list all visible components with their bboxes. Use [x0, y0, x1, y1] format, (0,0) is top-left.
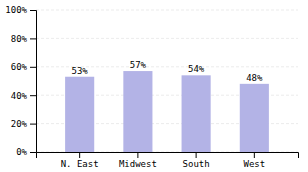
x-tick-label: Midwest: [119, 159, 157, 169]
chart-container: 0% 20% 40% 60% 80% 100% N. East Midwest South Wes…: [0, 0, 308, 172]
x-tick: West: [243, 152, 265, 169]
data-label: 53%: [72, 66, 89, 76]
y-tick: 40%: [11, 91, 36, 101]
grid-line: [36, 10, 298, 11]
x-tick-mark: [79, 152, 80, 158]
bar: [123, 71, 152, 152]
y-tick-mark: [30, 38, 36, 39]
x-tick-label: South: [183, 159, 210, 169]
grid: [36, 10, 298, 152]
bar: [182, 75, 211, 152]
data-label: 48%: [246, 73, 263, 83]
x-tick-label: N. East: [61, 159, 99, 169]
y-axis-line: [30, 11, 37, 153]
y-tick-label: 20%: [11, 119, 28, 129]
y-tick: 0%: [16, 147, 36, 157]
data-label: 57%: [130, 60, 147, 70]
y-tick-label: 40%: [11, 91, 28, 101]
y-tick: 60%: [11, 62, 36, 72]
bar: [65, 77, 94, 152]
y-tick-mark: [30, 152, 36, 153]
x-axis-line: [37, 153, 299, 159]
y-tick-mark: [30, 67, 36, 68]
x-tick: N. East: [61, 152, 99, 169]
x-tick-label: West: [243, 159, 265, 169]
x-tick-mark: [137, 152, 138, 158]
x-tick: Midwest: [119, 152, 157, 169]
x-tick: South: [183, 152, 210, 169]
y-tick-label: 100%: [5, 5, 27, 15]
y-tick-label: 80%: [11, 34, 28, 44]
x-tick-mark: [254, 152, 255, 158]
y-tick: 100%: [5, 5, 36, 15]
y-tick: 20%: [11, 119, 36, 129]
y-tick: 80%: [11, 34, 36, 44]
data-label: 54%: [188, 64, 205, 74]
plot-area: [65, 71, 269, 152]
chart-svg: 0% 20% 40% 60% 80% 100% N. East Midwest South Wes…: [0, 0, 308, 172]
x-tick-mark: [196, 152, 197, 158]
y-axis: 0% 20% 40% 60% 80% 100%: [5, 5, 36, 157]
data-labels: 53% 57% 54% 48%: [72, 60, 264, 83]
grid-line: [36, 38, 298, 39]
y-tick-label: 60%: [11, 62, 28, 72]
y-tick-mark: [30, 10, 36, 11]
y-tick-label: 0%: [16, 147, 27, 157]
bar: [240, 84, 269, 152]
y-tick-mark: [30, 95, 36, 96]
y-tick-mark: [30, 124, 36, 125]
x-axis: N. East Midwest South West: [37, 152, 299, 169]
